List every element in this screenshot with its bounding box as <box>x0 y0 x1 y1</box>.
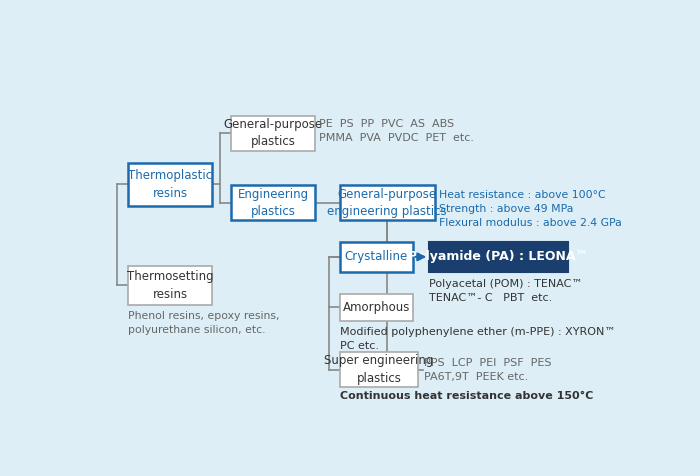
FancyBboxPatch shape <box>128 266 212 305</box>
Text: Phenol resins, epoxy resins,
polyurethane silicon, etc.: Phenol resins, epoxy resins, polyurethan… <box>128 311 280 335</box>
Text: General-purpose
engineering plastics: General-purpose engineering plastics <box>328 188 447 218</box>
FancyBboxPatch shape <box>231 185 315 220</box>
FancyBboxPatch shape <box>340 185 435 220</box>
Text: Thermosetting
resins: Thermosetting resins <box>127 270 214 300</box>
Text: Polyacetal (POM) : TENAC™
TENAC™- C   PBT  etc.: Polyacetal (POM) : TENAC™ TENAC™- C PBT … <box>429 279 583 303</box>
Text: Thermoplastic
resins: Thermoplastic resins <box>128 169 212 200</box>
FancyBboxPatch shape <box>429 242 568 271</box>
Text: PE  PS  PP  PVC  AS  ABS
PMMA  PVA  PVDC  PET  etc.: PE PS PP PVC AS ABS PMMA PVA PVDC PET et… <box>319 119 474 143</box>
FancyBboxPatch shape <box>128 163 212 206</box>
FancyBboxPatch shape <box>340 294 413 321</box>
Text: Heat resistance : above 100°C
Strength : above 49 MPa
Flexural modulus : above 2: Heat resistance : above 100°C Strength :… <box>439 190 622 228</box>
Text: Super engineering
plastics: Super engineering plastics <box>324 354 434 385</box>
FancyBboxPatch shape <box>340 352 419 387</box>
FancyBboxPatch shape <box>231 116 315 150</box>
FancyBboxPatch shape <box>340 242 413 271</box>
Text: Polyamide (PA) : LEONA™: Polyamide (PA) : LEONA™ <box>408 250 589 263</box>
Text: PPS  LCP  PEI  PSF  PES
PA6T,9T  PEEK etc.: PPS LCP PEI PSF PES PA6T,9T PEEK etc. <box>424 358 552 382</box>
Text: Modified polyphenylene ether (m-PPE) : XYRON™
PC etc.: Modified polyphenylene ether (m-PPE) : X… <box>340 327 615 351</box>
Text: Engineering
plastics: Engineering plastics <box>238 188 309 218</box>
Text: Amorphous: Amorphous <box>343 301 410 314</box>
Text: Continuous heat resistance above 150°C: Continuous heat resistance above 150°C <box>340 391 593 401</box>
Text: Crystalline: Crystalline <box>345 250 408 263</box>
Text: General-purpose
plastics: General-purpose plastics <box>224 118 323 149</box>
